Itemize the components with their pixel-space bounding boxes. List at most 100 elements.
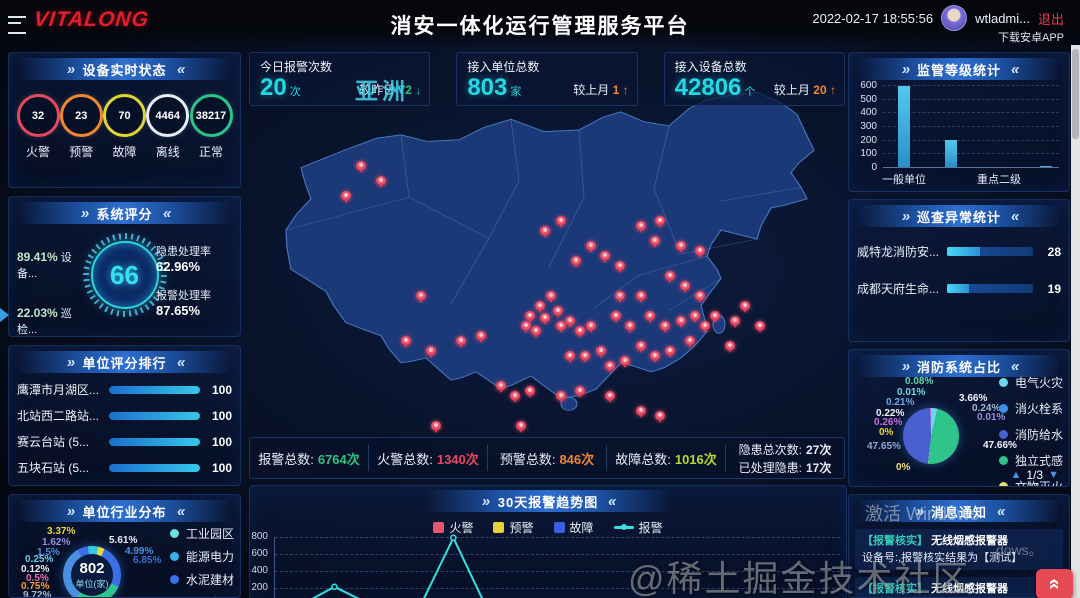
page-up-icon[interactable]: ▲ bbox=[1010, 469, 1022, 481]
map-pin-icon[interactable] bbox=[555, 391, 566, 404]
map-pin-icon[interactable] bbox=[552, 305, 563, 318]
trend-legend-item[interactable]: 预警 bbox=[493, 519, 534, 536]
map-pin-icon[interactable] bbox=[540, 226, 551, 239]
map-pin-icon[interactable] bbox=[510, 391, 521, 404]
map-pin-icon[interactable] bbox=[695, 245, 706, 258]
map-pin-icon[interactable] bbox=[645, 311, 656, 324]
map-pin-icon[interactable] bbox=[565, 350, 576, 363]
trend-legend-item[interactable]: 故障 bbox=[553, 519, 594, 536]
industry-percent-label: 1.5% bbox=[37, 547, 60, 558]
map-pin-icon[interactable] bbox=[545, 290, 556, 303]
map-pin-icon[interactable] bbox=[515, 420, 526, 433]
logout-button[interactable]: 退出 bbox=[1037, 11, 1064, 27]
legend-item[interactable]: 消火栓系 bbox=[998, 400, 1063, 417]
map-pin-icon[interactable] bbox=[680, 280, 691, 293]
map-pin-icon[interactable] bbox=[540, 312, 551, 325]
legend-item[interactable]: 消防给水 bbox=[998, 426, 1063, 443]
page-down-icon[interactable]: ▼ bbox=[1048, 469, 1059, 481]
map-pin-icon[interactable] bbox=[655, 410, 666, 423]
map-pin-icon[interactable] bbox=[690, 311, 701, 324]
map-pin-icon[interactable] bbox=[575, 325, 586, 338]
map-pin-icon[interactable] bbox=[580, 350, 591, 363]
map-pin-icon[interactable] bbox=[610, 311, 621, 324]
ranking-row: 信华小区100 bbox=[17, 485, 232, 486]
legend-item[interactable]: 文物灭火 bbox=[998, 478, 1063, 486]
map-pin-icon[interactable] bbox=[455, 336, 466, 349]
map-pin-icon[interactable] bbox=[525, 311, 536, 324]
username-label[interactable]: wtladmi... bbox=[975, 10, 1030, 26]
user-avatar[interactable] bbox=[941, 5, 968, 31]
map-pin-icon[interactable] bbox=[635, 340, 646, 353]
map-pin-icon[interactable] bbox=[585, 321, 596, 334]
map-pin-icon[interactable] bbox=[375, 175, 386, 188]
map-pin-icon[interactable] bbox=[635, 406, 646, 419]
map-pin-icon[interactable] bbox=[530, 325, 541, 338]
map-pin-icon[interactable] bbox=[675, 241, 686, 254]
map-pin-icon[interactable] bbox=[615, 290, 626, 303]
trend-legend-item[interactable]: 火警 bbox=[433, 519, 473, 536]
back-to-top-button[interactable]: « bbox=[1036, 569, 1073, 598]
map-pin-icon[interactable] bbox=[650, 235, 661, 248]
trend-gridline bbox=[275, 571, 840, 572]
map-pin-icon[interactable] bbox=[625, 321, 636, 334]
trend-legend-item[interactable]: 报警 bbox=[613, 519, 663, 536]
map-pin-icon[interactable] bbox=[356, 160, 367, 173]
map-pin-icon[interactable] bbox=[600, 251, 611, 264]
map-pin-icon[interactable] bbox=[430, 420, 441, 433]
map-pin-icon[interactable] bbox=[620, 356, 631, 369]
panel-header: » 单位评分排行 « bbox=[19, 351, 230, 373]
map-pin-icon[interactable] bbox=[615, 261, 626, 274]
panel-title: 系统评分 bbox=[96, 206, 153, 222]
map-pin-icon[interactable] bbox=[699, 321, 710, 334]
map-pin-icon[interactable] bbox=[495, 381, 506, 394]
map-pin-icon[interactable] bbox=[595, 346, 606, 359]
map-pin-icon[interactable] bbox=[660, 321, 670, 334]
legend-item[interactable]: 独立式感 bbox=[998, 452, 1063, 469]
chevrons-up-icon: « bbox=[1043, 578, 1066, 590]
ranking-row: 赛云台站 (5... 100 bbox=[17, 433, 232, 450]
trend-gridline bbox=[275, 588, 840, 589]
map-pin-icon[interactable] bbox=[739, 300, 750, 313]
map-pin-icon[interactable] bbox=[570, 255, 581, 268]
map-pin-icon[interactable] bbox=[520, 321, 531, 334]
map-pin-icon[interactable] bbox=[605, 391, 616, 404]
map-pin-icon[interactable] bbox=[724, 340, 735, 353]
map-pin-icon[interactable] bbox=[425, 346, 436, 359]
map-pin-icon[interactable] bbox=[665, 270, 676, 283]
map-pin-icon[interactable] bbox=[415, 290, 426, 303]
map-pin-icon[interactable] bbox=[695, 290, 706, 303]
stat-label: 接入设备总数 bbox=[674, 60, 747, 74]
hamburger-menu-icon[interactable] bbox=[8, 16, 26, 34]
pie-percent-label: 0.21% bbox=[886, 397, 915, 408]
map-pin-icon[interactable] bbox=[665, 346, 676, 359]
map-pin-icon[interactable] bbox=[555, 321, 566, 334]
notification-item[interactable]: 【报警核实】 无线烟感报警器 设备号:,报警核实结果为【测试】 bbox=[855, 529, 1063, 570]
map-pin-icon[interactable] bbox=[555, 216, 566, 229]
notification-item[interactable]: 【报警核实】 无线烟感报警器 设备号:,报警核实结果为【测试】 bbox=[855, 577, 1063, 597]
map-pin-icon[interactable] bbox=[535, 300, 546, 313]
map-pin-icon[interactable] bbox=[575, 385, 586, 398]
map-pin-icon[interactable] bbox=[525, 385, 536, 398]
map-pin-icon[interactable] bbox=[475, 331, 486, 344]
map-pin-icon[interactable] bbox=[605, 360, 616, 373]
map-pin-icon[interactable] bbox=[340, 191, 351, 204]
map-pin-icon[interactable] bbox=[565, 315, 576, 328]
map-pin-icon[interactable] bbox=[635, 290, 646, 303]
sidebar-expander-icon[interactable] bbox=[0, 308, 16, 322]
map-pin-icon[interactable] bbox=[730, 315, 741, 328]
page-scrollbar[interactable] bbox=[1071, 45, 1080, 598]
map-pin-icon[interactable] bbox=[650, 350, 661, 363]
map-pin-icon[interactable] bbox=[655, 216, 666, 229]
stat-label: 今日报警次数 bbox=[260, 60, 333, 74]
download-app-link[interactable]: 下载安卓APP bbox=[997, 32, 1064, 44]
scrollbar-thumb[interactable] bbox=[1072, 49, 1079, 139]
map-pin-icon[interactable] bbox=[585, 241, 596, 254]
map-pin-icon[interactable] bbox=[685, 336, 696, 349]
map-pin-icon[interactable] bbox=[635, 220, 646, 233]
map-pin-icon[interactable] bbox=[675, 315, 686, 328]
ranking-row: 鹰潭市月湖区... 100 bbox=[17, 381, 232, 398]
legend-item[interactable]: 电气火灾 bbox=[998, 374, 1063, 391]
map-pin-icon[interactable] bbox=[710, 311, 721, 324]
map-pin-icon[interactable] bbox=[400, 336, 411, 349]
map-pin-icon[interactable] bbox=[755, 321, 766, 334]
